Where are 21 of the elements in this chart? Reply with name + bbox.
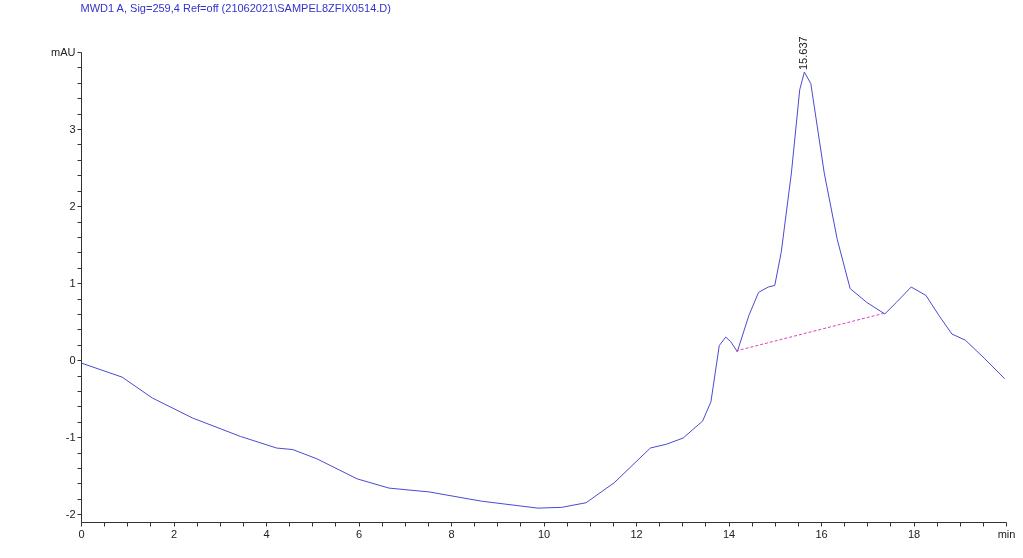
y-tick-label: -2 [65,507,76,520]
x-tick-label: 14 [722,527,736,540]
y-tick-label: -1 [65,430,76,443]
y-tick-label: 0 [69,353,76,366]
x-tick-label: 10 [537,527,551,540]
y-tick-label: 2 [69,199,76,212]
x-tick-label: 8 [448,527,455,540]
x-tick-label: 0 [78,527,85,540]
x-tick-label: 16 [815,527,828,540]
x-tick-label: 2 [170,527,178,540]
x-tick-label: 18 [907,527,921,540]
annotation: 15.637 [797,36,810,71]
y-tick-label: 3 [69,122,76,135]
y-tick-label: 1 [69,276,76,289]
chart-title: MWD1 A, Sig=259,4 Ref=off (21062021\SAMPEL8ZFIX0514.D) [80,2,391,15]
line-series [81,71,1006,509]
y-tick-label: mAU [51,45,76,58]
x-tick-label: 6 [355,527,363,540]
x-tick-label: min [997,527,1016,540]
x-tick-label: 12 [630,527,643,540]
x-tick-label: 4 [263,527,270,540]
